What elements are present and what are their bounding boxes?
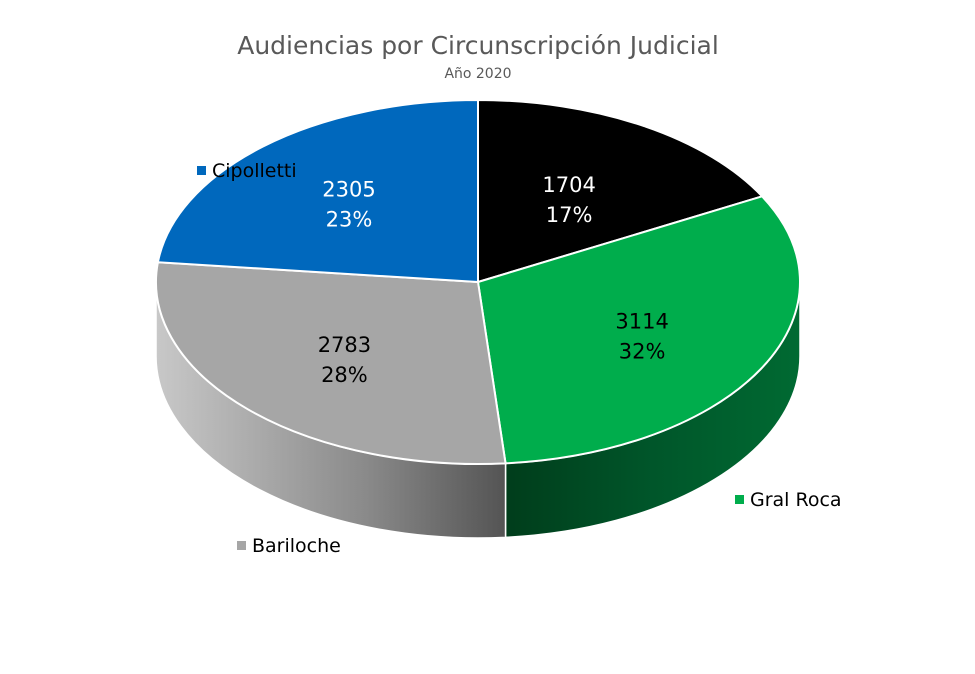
slice-value-bariloche: 2783	[318, 333, 371, 357]
slice-value-cipolletti: 2305	[322, 178, 375, 202]
pie-slice-viedma	[477, 98, 764, 284]
slice-percent-bariloche: 28%	[321, 363, 368, 387]
chart-title: Audiencias por Circunscripción Judicial	[237, 31, 719, 60]
slice-percent-cipolletti: 23%	[326, 208, 373, 232]
pie-tops	[155, 98, 801, 465]
legend: Viedma Gral Roca Bariloche Cipolletti	[197, 131, 842, 557]
slice-value-gral-roca: 3114	[615, 309, 668, 333]
slice-percent-gral-roca: 32%	[619, 339, 666, 363]
pie-slice-gral-roca	[476, 195, 801, 465]
legend-label-viedma: Viedma	[603, 131, 675, 153]
legend-swatch-viedma	[588, 137, 597, 146]
chart-subtitle: Año 2020	[444, 66, 511, 82]
slice-value-viedma: 1704	[542, 173, 595, 197]
slice-percent-viedma: 17%	[546, 203, 593, 227]
pie-labels: 1704 17% 3114 32% 2783 28% 2305 23%	[318, 173, 669, 387]
legend-swatch-gral-roca	[735, 495, 744, 504]
legend-label-bariloche: Bariloche	[252, 535, 341, 557]
legend-label-cipolletti: Cipolletti	[212, 160, 297, 182]
pie-slice-bariloche	[155, 261, 507, 465]
legend-label-gral-roca: Gral Roca	[750, 489, 842, 511]
pie-slice-cipolletti	[156, 98, 479, 284]
legend-swatch-bariloche	[237, 541, 246, 550]
legend-swatch-cipolletti	[197, 166, 206, 175]
